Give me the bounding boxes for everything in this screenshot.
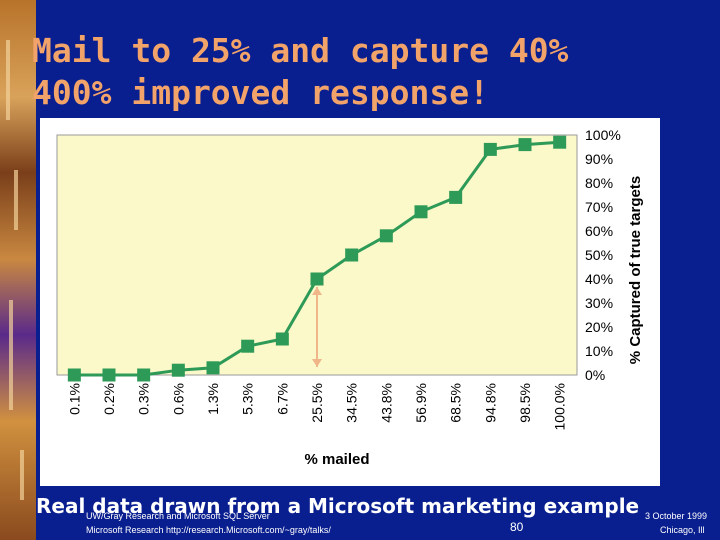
data-point bbox=[310, 272, 324, 286]
y-tick-label: 90% bbox=[585, 151, 613, 167]
slide-title: Mail to 25% and capture 40% 400% improve… bbox=[32, 30, 568, 114]
x-tick-label: 0.3% bbox=[136, 383, 152, 415]
x-tick-label: 34.5% bbox=[344, 383, 360, 423]
y-tick-label: 70% bbox=[585, 199, 613, 215]
x-tick-label: 100.0% bbox=[552, 383, 568, 430]
data-point bbox=[137, 368, 151, 382]
chart-panel: 0% 10% 20% 30% 40% 50% 60% 70% 80% 90% 100% 0.1% 0.2… bbox=[40, 118, 660, 486]
x-tick-label: 25.5% bbox=[309, 383, 325, 423]
annotation-arrow-head-top bbox=[312, 287, 322, 295]
data-point bbox=[553, 135, 567, 149]
x-axis-title: % mailed bbox=[304, 451, 369, 468]
data-point bbox=[275, 332, 289, 346]
y-tick-label: 20% bbox=[585, 319, 613, 335]
x-tick-label: 1.3% bbox=[205, 383, 221, 415]
footer-credit-line-1: UW/Gray Research and Microsoft SQL Serve… bbox=[86, 511, 270, 521]
y-tick-label: 0% bbox=[585, 367, 605, 383]
x-tick-label: 94.8% bbox=[482, 383, 498, 423]
x-tick-label: 6.7% bbox=[274, 383, 290, 415]
x-tick-label: 98.5% bbox=[517, 383, 533, 423]
data-point bbox=[379, 229, 393, 243]
data-point bbox=[241, 339, 255, 353]
slide-caption: Real data drawn from a Microsoft marketi… bbox=[36, 494, 640, 518]
data-point bbox=[449, 190, 463, 204]
y-tick-label: 40% bbox=[585, 271, 613, 287]
y-tick-label: 100% bbox=[585, 127, 621, 143]
y-tick-label: 60% bbox=[585, 223, 613, 239]
title-line-2: 400% improved response! bbox=[32, 73, 489, 112]
y-tick-label: 10% bbox=[585, 343, 613, 359]
data-point bbox=[518, 138, 532, 152]
y-tick-label: 50% bbox=[585, 247, 613, 263]
x-tick-label: 56.9% bbox=[413, 383, 429, 423]
x-tick-label: 0.2% bbox=[101, 383, 117, 415]
footer-date: 3 October 1999 bbox=[645, 511, 708, 521]
data-point bbox=[483, 142, 497, 156]
footer-place: Chicago, Ill bbox=[660, 525, 705, 535]
y-axis-title: % Captured of true targets bbox=[627, 176, 644, 364]
x-tick-label: 0.1% bbox=[66, 383, 82, 415]
chart-svg: 0% 10% 20% 30% 40% 50% 60% 70% 80% 90% 100% 0.1% 0.2… bbox=[56, 127, 644, 468]
left-decorative-strip bbox=[0, 0, 36, 540]
x-tick-label: 43.8% bbox=[378, 383, 394, 423]
x-tick-label: 0.6% bbox=[170, 383, 186, 415]
data-point bbox=[345, 248, 359, 262]
y-tick-label: 30% bbox=[585, 295, 613, 311]
annotation-arrow-head-bottom bbox=[312, 359, 322, 367]
title-line-1: Mail to 25% and capture 40% bbox=[32, 31, 569, 70]
data-point bbox=[414, 205, 428, 219]
data-point bbox=[67, 368, 81, 382]
y-tick-label: 80% bbox=[585, 175, 613, 191]
data-point bbox=[206, 361, 220, 375]
x-tick-label: 5.3% bbox=[240, 383, 256, 415]
data-point bbox=[102, 368, 116, 382]
page-number: 80 bbox=[510, 520, 524, 534]
x-tick-label: 68.5% bbox=[448, 383, 464, 423]
footer-credit-line-2: Microsoft Research http://research.Micro… bbox=[86, 525, 331, 535]
data-point bbox=[171, 363, 185, 377]
